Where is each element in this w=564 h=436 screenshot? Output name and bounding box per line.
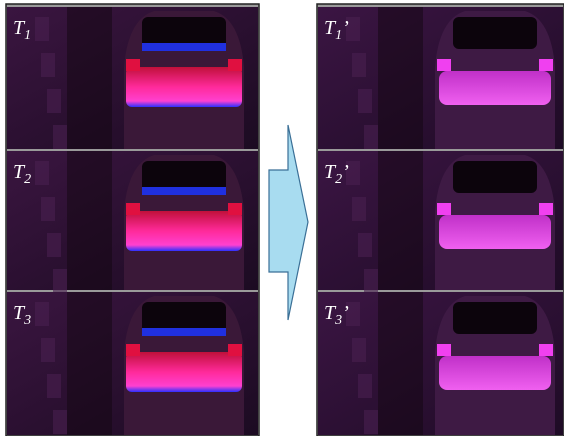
label-sub: 2 <box>335 172 342 187</box>
road-shadow <box>67 292 112 435</box>
figure: T1T2T3 T1’T2’T3’ <box>0 0 564 436</box>
trunk-edge <box>142 328 226 336</box>
image-panel: T1’ <box>318 7 563 149</box>
road-shadow <box>67 7 112 149</box>
lamp-right <box>228 59 242 71</box>
label-sub: 2 <box>24 172 31 187</box>
tail-light-bar <box>439 215 551 249</box>
road-stripe <box>358 233 372 257</box>
road-shadow <box>67 151 112 290</box>
road-stripe <box>358 374 372 398</box>
label-prime: ’ <box>342 302 349 324</box>
road-stripe <box>352 197 366 221</box>
rear-window <box>453 302 537 334</box>
tail-light-bar <box>126 211 242 251</box>
road-stripe <box>41 338 55 362</box>
lamp-right <box>539 59 553 71</box>
road-stripe <box>364 269 378 293</box>
lamp-right <box>539 203 553 215</box>
road-stripe <box>41 53 55 77</box>
trunk-edge <box>142 43 226 51</box>
label-prime: ’ <box>342 161 349 183</box>
lamp-left <box>126 344 140 356</box>
lamp-right <box>539 344 553 356</box>
road-stripe <box>53 410 67 434</box>
lamp-right <box>228 344 242 356</box>
lamp-right <box>228 203 242 215</box>
label-prime: ’ <box>342 17 349 39</box>
road-stripe <box>352 338 366 362</box>
road-stripe <box>47 233 61 257</box>
lamp-left <box>126 59 140 71</box>
tail-light-bar <box>126 352 242 392</box>
arrow <box>269 125 308 320</box>
road-stripe <box>352 53 366 77</box>
image-panel: T2 <box>7 151 258 293</box>
image-panel: T3’ <box>318 292 563 435</box>
image-panel: T2’ <box>318 151 563 293</box>
trunk-edge <box>142 187 226 195</box>
tail-light-bar <box>439 356 551 390</box>
image-panel: T3 <box>7 292 258 435</box>
road-stripe <box>53 125 67 149</box>
road-stripe <box>41 197 55 221</box>
road-stripe <box>358 89 372 113</box>
road-shadow <box>378 292 423 435</box>
rear-window <box>453 161 537 193</box>
tail-light-bar <box>439 71 551 105</box>
label-sub: 1 <box>24 28 31 43</box>
tail-light-bar <box>126 67 242 107</box>
lamp-left <box>437 59 451 71</box>
rear-window <box>453 17 537 49</box>
page: T1T2T3T1’T2’T3’ (() => { const data = JS… <box>0 0 564 436</box>
lamp-left <box>437 344 451 356</box>
lamp-left <box>126 203 140 215</box>
road-shadow <box>378 151 423 290</box>
label-sub: 3 <box>23 313 31 328</box>
road-shadow <box>378 7 423 149</box>
road-stripe <box>35 302 49 326</box>
road-stripe <box>53 269 67 293</box>
road-stripe <box>35 161 49 185</box>
road-stripe <box>47 374 61 398</box>
road-stripe <box>364 125 378 149</box>
lamp-left <box>437 203 451 215</box>
road-stripe <box>47 89 61 113</box>
road-stripe <box>364 410 378 434</box>
image-panel: T1 <box>7 7 258 149</box>
road-stripe <box>35 17 49 41</box>
label-sub: 3 <box>334 313 342 328</box>
label-sub: 1 <box>335 28 342 43</box>
